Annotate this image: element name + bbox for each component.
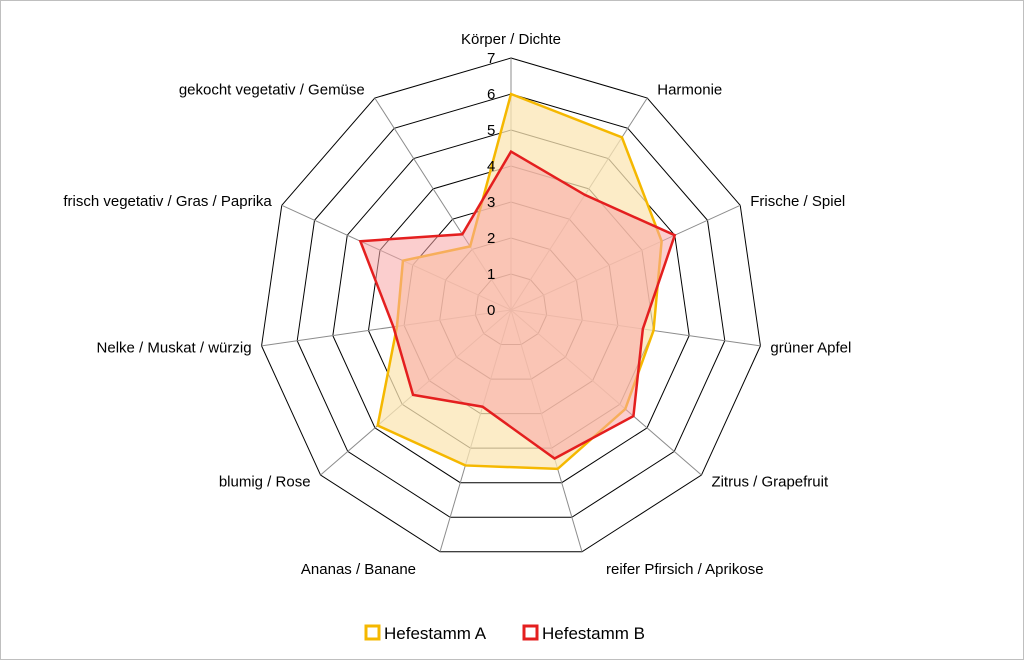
axis-label-1: Harmonie bbox=[657, 82, 722, 99]
tick-label-6: 6 bbox=[487, 86, 495, 103]
axis-label-2: Frische / Spiel bbox=[750, 193, 845, 210]
tick-label-5: 5 bbox=[487, 122, 495, 139]
axis-label-6: Ananas / Banane bbox=[301, 561, 416, 578]
series-area-hefestamm-b bbox=[358, 149, 677, 461]
axis-label-7: blumig / Rose bbox=[219, 474, 311, 491]
tick-label-4: 4 bbox=[487, 158, 495, 175]
legend-swatch-hefestamm-a bbox=[364, 624, 381, 641]
axis-label-5: reifer Pfirsich / Aprikose bbox=[606, 561, 764, 578]
tick-label-7: 7 bbox=[487, 50, 495, 67]
tick-label-3: 3 bbox=[487, 194, 495, 211]
legend: Hefestamm A Hefestamm B bbox=[364, 624, 645, 643]
tick-label-1: 1 bbox=[487, 266, 495, 283]
legend-swatch-hefestamm-b bbox=[522, 624, 539, 641]
grid-ring-7 bbox=[261, 57, 761, 553]
grid-ring-5 bbox=[332, 129, 690, 484]
radar-series bbox=[358, 92, 677, 471]
axis-label-10: gekocht vegetativ / Gemüse bbox=[179, 82, 365, 99]
axis-label-8: Nelke / Muskat / würzig bbox=[97, 339, 252, 356]
grid-ring-6 bbox=[296, 93, 726, 518]
legend-label-hefestamm-a: Hefestamm A bbox=[384, 624, 487, 643]
radial-tick-labels: 0 1 2 3 4 5 6 7 bbox=[487, 50, 495, 319]
axis-label-4: Zitrus / Grapefruit bbox=[711, 474, 829, 491]
legend-label-hefestamm-b: Hefestamm B bbox=[542, 624, 645, 643]
axis-label-9: frisch vegetativ / Gras / Paprika bbox=[63, 193, 272, 210]
axis-label-3: grüner Apfel bbox=[770, 339, 851, 356]
axis-label-0: Körper / Dichte bbox=[461, 31, 561, 48]
tick-label-2: 2 bbox=[487, 230, 495, 247]
tick-label-0: 0 bbox=[487, 302, 495, 319]
axis-labels: Körper / Dichte Harmonie Frische / Spiel gr… bbox=[63, 31, 851, 578]
